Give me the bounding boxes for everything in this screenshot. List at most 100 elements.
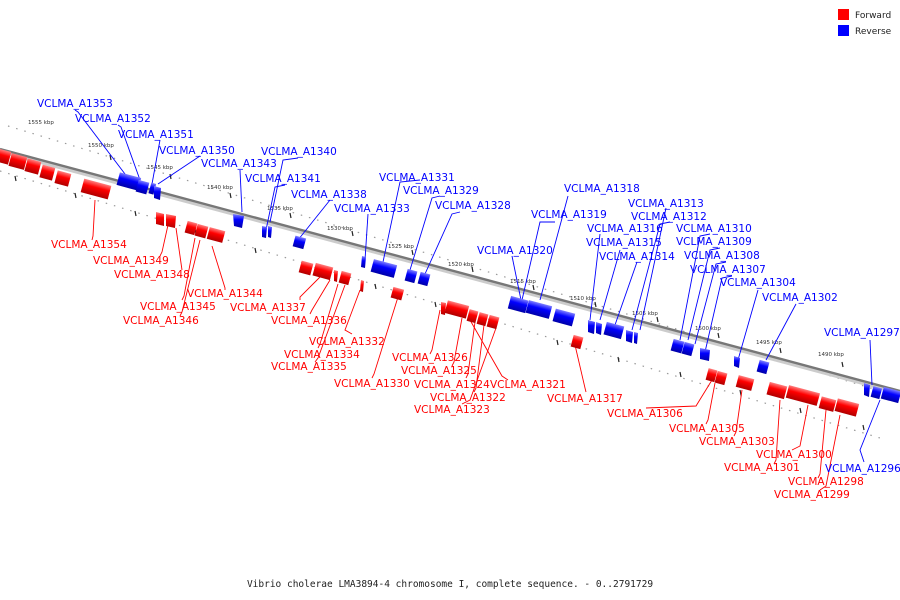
gene-feature-forward[interactable] [184,220,198,236]
gene-feature-forward[interactable] [735,375,755,391]
gene-feature-forward[interactable] [338,270,352,286]
gene-feature-reverse[interactable] [756,359,770,375]
gene-label-reverse[interactable]: VCLMA_A1313 [628,198,704,210]
gene-feature-forward[interactable] [156,212,164,226]
gene-label-reverse[interactable]: VCLMA_A1296 [825,463,900,475]
gene-label-forward[interactable]: VCLMA_A1317 [547,393,623,405]
gene-feature-forward[interactable] [486,314,500,330]
gene-label-forward[interactable]: VCLMA_A1334 [284,349,360,361]
gene-feature-reverse[interactable] [634,332,638,344]
gene-label-forward[interactable]: VCLMA_A1332 [309,336,385,348]
gene-feature-forward[interactable] [360,280,364,292]
gene-label-forward[interactable]: VCLMA_A1345 [140,301,216,313]
gene-label-reverse[interactable]: VCLMA_A1297 [824,327,900,339]
gene-feature-reverse[interactable] [670,338,685,354]
gene-label-reverse[interactable]: VCLMA_A1338 [291,189,367,201]
gene-feature-forward[interactable] [785,385,821,406]
gene-label-reverse[interactable]: VCLMA_A1309 [676,236,752,248]
gene-feature-forward[interactable] [466,309,479,324]
gene-label-reverse[interactable]: VCLMA_A1320 [477,245,553,257]
gene-feature-reverse[interactable] [370,259,398,278]
gene-label-forward[interactable]: VCLMA_A1335 [271,361,347,373]
gene-feature-forward[interactable] [570,334,584,350]
gene-feature-reverse[interactable] [262,226,267,238]
gene-feature-forward[interactable] [334,270,338,282]
gene-label-reverse[interactable]: VCLMA_A1302 [762,292,838,304]
gene-label-reverse[interactable]: VCLMA_A1304 [720,277,796,289]
gene-label-reverse[interactable]: VCLMA_A1315 [586,237,662,249]
gene-feature-reverse[interactable] [292,235,307,250]
gene-feature-reverse[interactable] [681,341,695,357]
gene-feature-reverse[interactable] [734,356,740,368]
gene-label-forward[interactable]: VCLMA_A1325 [401,365,477,377]
gene-label-reverse[interactable]: VCLMA_A1351 [118,129,194,141]
gene-feature-reverse[interactable] [417,271,431,287]
gene-label-reverse[interactable]: VCLMA_A1333 [334,203,410,215]
gene-label-reverse[interactable]: VCLMA_A1343 [201,158,277,170]
gene-feature-reverse[interactable] [507,295,529,314]
gene-label-forward[interactable]: VCLMA_A1337 [230,302,306,314]
gene-label-reverse[interactable]: VCLMA_A1352 [75,113,151,125]
gene-label-forward[interactable]: VCLMA_A1348 [114,269,190,281]
gene-feature-forward[interactable] [441,302,446,315]
gene-feature-reverse[interactable] [268,226,272,238]
gene-label-forward[interactable]: VCLMA_A1301 [724,462,800,474]
gene-feature-reverse[interactable] [864,383,870,397]
gene-feature-forward[interactable] [705,368,718,383]
gene-label-reverse[interactable]: VCLMA_A1331 [379,172,455,184]
gene-label-forward[interactable]: VCLMA_A1305 [669,423,745,435]
gene-feature-reverse[interactable] [603,321,625,340]
gene-feature-reverse[interactable] [596,322,602,335]
gene-feature-forward[interactable] [476,312,489,327]
gene-label-forward[interactable]: VCLMA_A1354 [51,239,127,251]
gene-label-reverse[interactable]: VCLMA_A1353 [37,98,113,110]
gene-feature-reverse[interactable] [361,256,366,268]
gene-feature-reverse[interactable] [588,320,595,334]
gene-label-forward[interactable]: VCLMA_A1324 [414,379,490,391]
gene-feature-forward[interactable] [312,262,334,281]
gene-label-reverse[interactable]: VCLMA_A1307 [690,264,766,276]
gene-label-forward[interactable]: VCLMA_A1299 [774,489,850,501]
gene-label-forward[interactable]: VCLMA_A1349 [93,255,169,267]
gene-label-forward[interactable]: VCLMA_A1344 [187,288,263,300]
gene-feature-forward[interactable] [390,286,405,301]
gene-feature-forward[interactable] [714,370,728,386]
gene-feature-forward[interactable] [298,260,314,276]
gene-feature-reverse[interactable] [700,348,710,361]
gene-label-forward[interactable]: VCLMA_A1306 [607,408,683,420]
gene-label-forward[interactable]: VCLMA_A1323 [414,404,490,416]
gene-feature-forward[interactable] [818,396,837,412]
gene-feature-forward[interactable] [166,214,176,228]
gene-feature-reverse[interactable] [154,186,161,200]
gene-label-forward[interactable]: VCLMA_A1346 [123,315,199,327]
gene-feature-forward[interactable] [444,300,470,319]
gene-feature-forward[interactable] [8,153,28,170]
gene-label-reverse[interactable]: VCLMA_A1328 [435,200,511,212]
gene-label-reverse[interactable]: VCLMA_A1316 [587,223,663,235]
gene-feature-forward[interactable] [206,227,226,243]
gene-feature-reverse[interactable] [135,179,150,195]
gene-feature-forward[interactable] [24,158,42,175]
gene-feature-reverse[interactable] [870,386,883,400]
gene-feature-forward[interactable] [834,398,860,417]
gene-feature-forward[interactable] [766,381,788,400]
gene-label-reverse[interactable]: VCLMA_A1341 [245,173,321,185]
gene-label-reverse[interactable]: VCLMA_A1350 [159,145,235,157]
gene-label-reverse[interactable]: VCLMA_A1329 [403,185,479,197]
gene-feature-reverse[interactable] [148,182,157,195]
gene-feature-reverse[interactable] [552,308,576,327]
gene-label-forward[interactable]: VCLMA_A1330 [334,378,410,390]
gene-label-forward[interactable]: VCLMA_A1303 [699,436,775,448]
gene-feature-forward[interactable] [39,164,56,181]
gene-label-forward[interactable]: VCLMA_A1321 [490,379,566,391]
gene-label-reverse[interactable]: VCLMA_A1340 [261,146,337,158]
gene-feature-reverse[interactable] [233,214,244,228]
gene-label-reverse[interactable]: VCLMA_A1319 [531,209,607,221]
gene-label-forward[interactable]: VCLMA_A1322 [430,392,506,404]
gene-feature-forward[interactable] [0,148,12,165]
gene-feature-reverse[interactable] [880,386,900,404]
gene-label-reverse[interactable]: VCLMA_A1308 [684,250,760,262]
gene-label-forward[interactable]: VCLMA_A1336 [271,315,347,327]
gene-feature-forward[interactable] [194,223,209,239]
gene-label-forward[interactable]: VCLMA_A1298 [788,476,864,488]
